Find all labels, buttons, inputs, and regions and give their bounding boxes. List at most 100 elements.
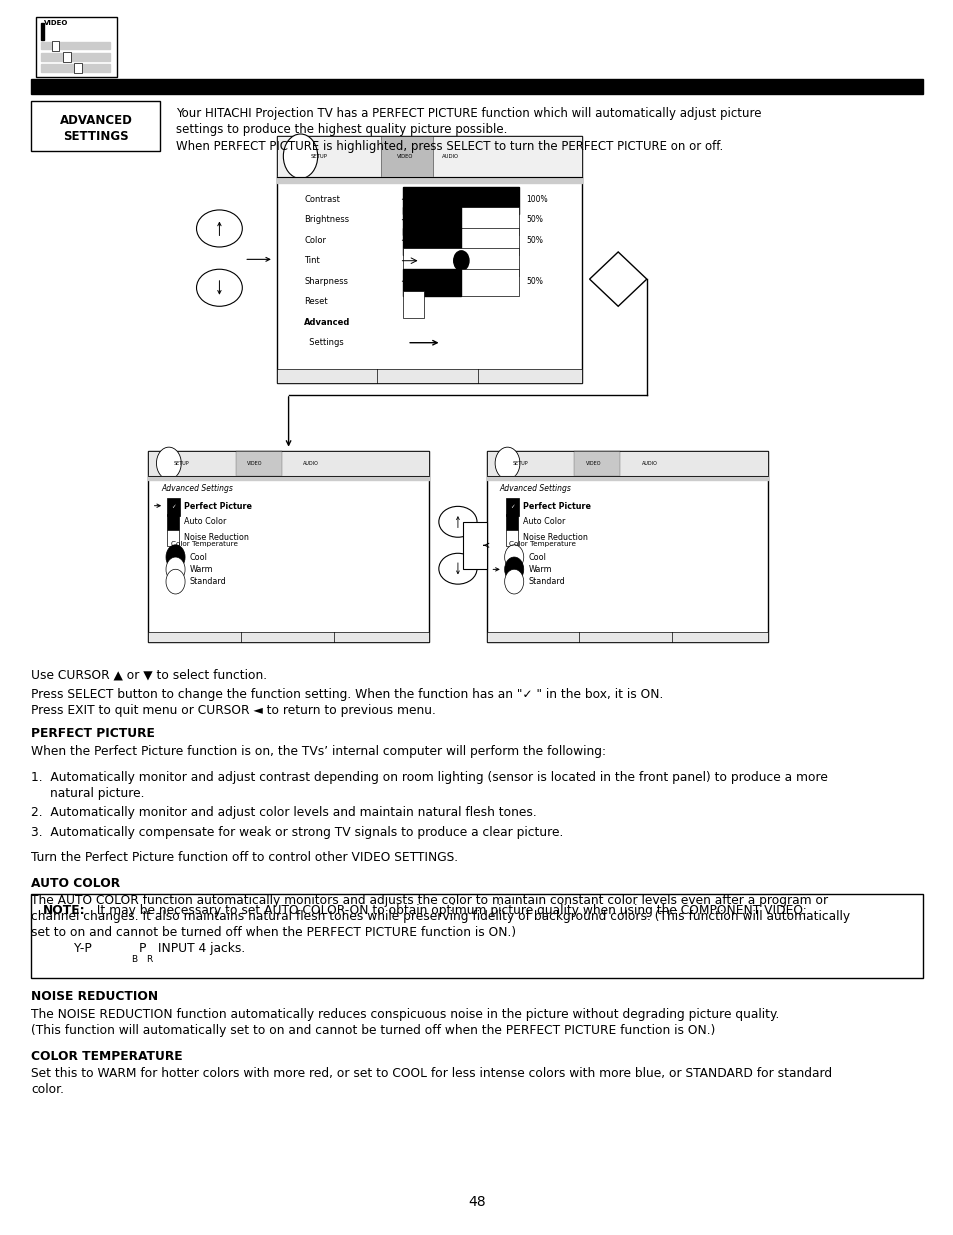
Bar [74,63,82,73]
Text: settings to produce the highest quality picture possible.: settings to produce the highest quality … [176,124,507,137]
Text: It may be necessary to set AUTO COLOR-ON to obtain optimum picture quality when : It may be necessary to set AUTO COLOR-ON… [89,904,805,918]
Bar [276,136,581,177]
Text: Advanced: Advanced [304,317,350,327]
Bar [403,269,518,296]
Bar [148,631,429,642]
Bar [403,228,461,256]
Text: Perfect Picture: Perfect Picture [184,503,252,511]
Bar [486,451,767,475]
Bar [505,498,518,515]
Text: VIDEO: VIDEO [396,153,413,159]
Text: VIDEO: VIDEO [585,461,600,466]
Text: VIDEO: VIDEO [44,20,69,26]
Bar [505,530,517,546]
Bar [148,475,429,480]
Bar [63,52,71,62]
Text: 3.  Automatically compensate for weak or strong TV signals to produce a clear pi: 3. Automatically compensate for weak or … [31,826,563,840]
Text: VIDEO: VIDEO [247,461,262,466]
Bar [235,451,281,475]
Ellipse shape [438,553,476,584]
Bar [51,41,59,51]
Text: AUTO COLOR: AUTO COLOR [31,877,120,890]
Text: channel changes. It also maintains natural flesh tones while preserving fidelity: channel changes. It also maintains natur… [31,910,850,924]
Bar [31,894,922,978]
Bar [36,17,117,77]
Text: Warm: Warm [528,564,552,574]
Text: NOISE REDUCTION: NOISE REDUCTION [31,990,158,1004]
Text: Set this to WARM for hotter colors with more red, or set to COOL for less intens: Set this to WARM for hotter colors with … [31,1067,832,1081]
Bar [403,290,424,317]
Text: The AUTO COLOR function automatically monitors and adjusts the color to maintain: The AUTO COLOR function automatically mo… [31,894,828,908]
Text: SETTINGS: SETTINGS [63,131,129,143]
Bar [148,451,429,642]
Bar [31,79,922,94]
Text: Tint: Tint [304,256,319,266]
Text: Settings: Settings [304,338,343,347]
Ellipse shape [196,210,242,247]
Bar [462,521,486,568]
Text: 2.  Automatically monitor and adjust color levels and maintain natural flesh ton: 2. Automatically monitor and adjust colo… [31,806,537,820]
Text: Color: Color [304,236,326,245]
Bar [403,248,518,275]
Text: AUDIO: AUDIO [641,461,657,466]
Text: Standard: Standard [528,577,565,587]
Bar [486,475,767,480]
Text: R: R [146,955,152,963]
Text: SETUP: SETUP [311,153,328,159]
Bar [41,64,110,72]
Text: Cool: Cool [190,552,208,562]
Bar [167,530,179,546]
Text: AUDIO: AUDIO [303,461,318,466]
Text: When PERFECT PICTURE is highlighted, press SELECT to turn the PERFECT PICTURE on: When PERFECT PICTURE is highlighted, pre… [176,140,723,153]
Text: (This function will automatically set to on and cannot be turned off when the PE: (This function will automatically set to… [31,1024,715,1037]
Text: ADVANCED: ADVANCED [59,114,132,126]
Text: Use CURSOR ▲ or ▼ to select function.: Use CURSOR ▲ or ▼ to select function. [31,668,268,682]
Text: Advanced Settings: Advanced Settings [161,484,233,493]
Text: Turn the Perfect Picture function off to control other VIDEO SETTINGS.: Turn the Perfect Picture function off to… [31,851,458,864]
Bar [403,269,461,296]
Circle shape [283,135,317,179]
Text: 50%: 50% [525,215,542,225]
Text: Press SELECT button to change the function setting. When the function has an "✓ : Press SELECT button to change the functi… [31,688,663,701]
Bar [486,451,767,642]
Text: B: B [131,955,136,963]
Text: Auto Color: Auto Color [522,517,564,526]
Bar [31,101,160,151]
Text: NOTE:: NOTE: [43,904,86,918]
Circle shape [156,447,181,479]
Circle shape [495,447,519,479]
Bar [403,207,461,235]
Bar [574,451,619,475]
Text: 48: 48 [468,1194,485,1209]
Circle shape [504,569,523,594]
Text: Your HITACHI Projection TV has a PERFECT PICTURE function which will automatical: Your HITACHI Projection TV has a PERFECT… [176,107,761,121]
Text: 50%: 50% [525,236,542,245]
Circle shape [166,557,185,582]
Bar [167,514,179,530]
Bar [403,228,518,256]
Text: Contrast: Contrast [304,195,339,204]
Bar [380,136,433,177]
Bar [403,207,518,235]
Bar [505,514,517,530]
Text: ✓: ✓ [172,504,175,509]
Text: natural picture.: natural picture. [50,787,144,800]
Bar [276,177,581,183]
Text: COLOR TEMPERATURE: COLOR TEMPERATURE [31,1050,183,1063]
Text: Brightness: Brightness [304,215,349,225]
Text: Standard: Standard [190,577,227,587]
Text: PERFECT PICTURE: PERFECT PICTURE [31,727,155,741]
Text: Noise Reduction: Noise Reduction [184,532,249,542]
Text: Perfect Picture: Perfect Picture [522,503,590,511]
Circle shape [504,545,523,569]
Bar [167,498,180,515]
Text: color.: color. [31,1083,65,1097]
Bar [148,451,429,475]
Bar [276,369,581,383]
Text: 1.  Automatically monitor and adjust contrast depending on room lighting (sensor: 1. Automatically monitor and adjust cont… [31,771,827,784]
Text: Auto Color: Auto Color [184,517,226,526]
Text: Warm: Warm [190,564,213,574]
Text: Color Temperature: Color Temperature [171,541,237,547]
Text: Y-P: Y-P [43,942,91,956]
Text: The NOISE REDUCTION function automatically reduces conspicuous noise in the pict: The NOISE REDUCTION function automatical… [31,1008,779,1021]
